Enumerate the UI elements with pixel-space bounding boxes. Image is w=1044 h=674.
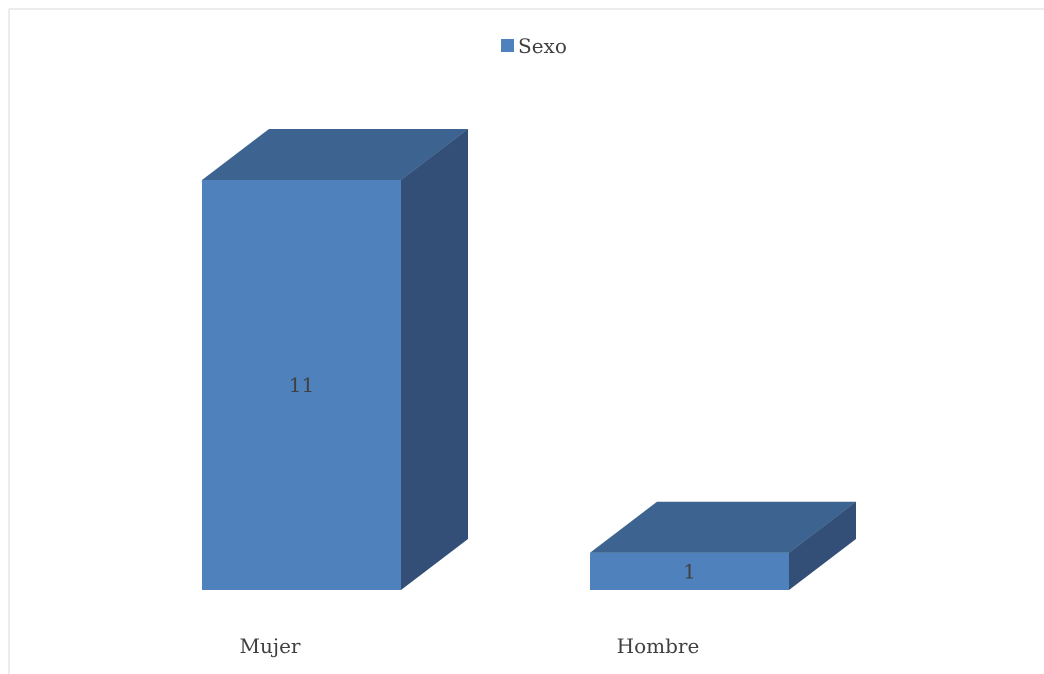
bars [202,129,856,590]
bar-top-mujer [202,129,468,180]
bar-top-hombre [590,501,856,553]
bar-front-hombre [590,552,789,590]
data-label-hombre: 1 [683,559,696,583]
bar-front-mujer [202,180,401,590]
category-label-hombre: Hombre [617,634,700,658]
bar-side-hombre [789,501,856,590]
legend-entry: Sexo [518,34,567,58]
legend-swatch [501,39,514,52]
bar-side-mujer [401,129,468,590]
bar-hombre [590,501,856,590]
labels: 11 Mujer 1 Hombre [240,373,700,658]
bar-mujer [202,129,468,590]
category-label-mujer: Mujer [240,634,301,658]
legend: Sexo [501,34,567,58]
data-label-mujer: 11 [289,373,314,397]
